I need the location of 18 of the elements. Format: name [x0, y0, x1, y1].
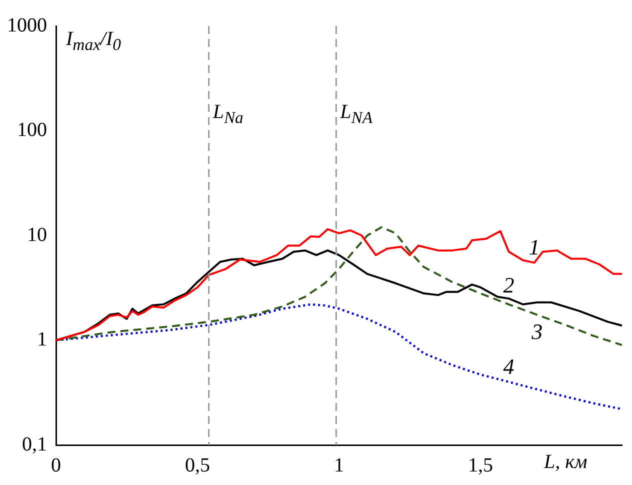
series-label: 4: [503, 354, 514, 379]
series-label: 1: [528, 234, 540, 260]
x-tick-label: 1: [334, 454, 344, 476]
y-tick-label: 10: [27, 224, 47, 246]
series-label: 3: [530, 318, 543, 344]
series-label: 2: [503, 272, 514, 298]
ref-line-label: L$_{Na}$: [212, 100, 244, 128]
y-tick-label: 1: [37, 328, 47, 350]
x-tick-label: 1,5: [468, 454, 493, 476]
x-tick-label: 0,5: [185, 454, 210, 476]
line-series: [56, 303, 622, 410]
x-axis-title: L, км: [544, 451, 588, 474]
x-tick-label: 0: [51, 454, 61, 476]
y-tick-label: 1000: [7, 14, 47, 36]
ref-line-label: L$_{NA}$: [340, 100, 373, 128]
y-tick-label: 0,1: [22, 433, 47, 456]
y-axis-title: I$_{max}$/I$_{0}$: [66, 28, 121, 55]
y-tick-label: 100: [17, 119, 47, 141]
